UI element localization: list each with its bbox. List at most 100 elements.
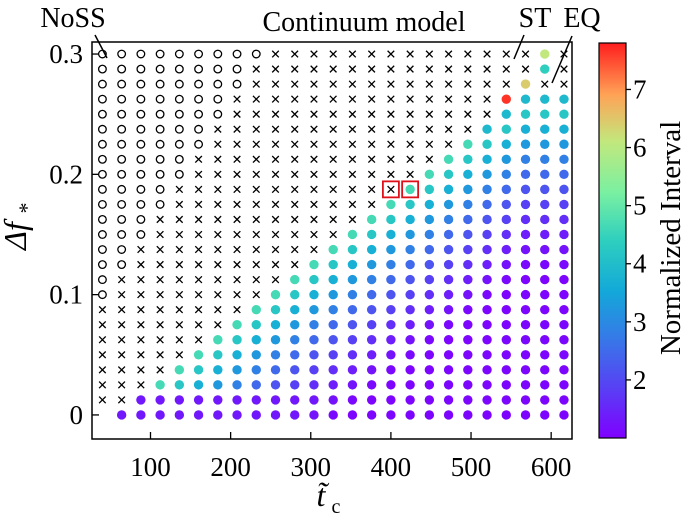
data-point-15-21	[387, 95, 395, 103]
data-point-23-24	[540, 49, 550, 59]
data-point-16-4	[405, 350, 415, 360]
data-point-2-8-stroke-b	[137, 290, 145, 299]
data-point-24-5	[559, 335, 569, 345]
data-point-8-19	[252, 125, 261, 133]
data-point-24-9	[559, 274, 569, 285]
data-point-19-15	[463, 184, 473, 195]
data-point-9-23-stroke-b	[271, 65, 280, 73]
data-point-3-4-stroke-b	[156, 351, 164, 359]
data-point-2-3-stroke-b	[137, 366, 145, 374]
data-point-14-12	[366, 229, 377, 240]
data-point-20-4	[482, 350, 492, 360]
data-point-6-3	[213, 365, 223, 375]
data-point-18-10	[443, 259, 454, 270]
data-point-2-23	[136, 64, 146, 74]
data-point-16-24	[406, 50, 414, 58]
data-point-0-1	[98, 396, 107, 404]
data-point-9-24-stroke-b	[271, 50, 280, 58]
data-point-8-12-stroke-b	[252, 230, 261, 239]
data-point-24-21	[559, 94, 569, 104]
data-point-15-6	[386, 320, 396, 330]
data-point-4-19	[174, 124, 184, 134]
data-point-23-23	[540, 64, 550, 74]
data-point-13-20	[348, 110, 357, 118]
data-point-1-1	[117, 396, 126, 404]
data-point-12-12	[329, 230, 337, 239]
data-point-17-13	[424, 214, 435, 225]
annotation-eq-pointer	[551, 35, 573, 84]
data-point-16-17-stroke-b	[406, 155, 414, 164]
data-point-1-15	[117, 184, 127, 194]
data-point-10-0	[290, 410, 300, 420]
data-point-17-21-stroke-b	[425, 95, 434, 103]
data-point-4-3	[174, 365, 185, 375]
data-point-13-0	[347, 410, 358, 420]
data-point-10-12-stroke-b	[290, 230, 299, 239]
data-point-24-23-stroke-b	[560, 65, 568, 73]
annotation-noss: NoSS	[40, 3, 105, 34]
data-point-12-12-stroke-b	[329, 230, 337, 239]
data-point-8-9-stroke-b	[252, 275, 261, 284]
data-point-4-24	[174, 49, 184, 59]
data-point-2-22	[136, 79, 146, 89]
data-point-17-12	[424, 229, 435, 240]
data-point-15-15-stroke-b	[387, 185, 395, 194]
data-point-3-7-stroke-b	[156, 305, 164, 314]
data-point-20-3	[482, 365, 492, 375]
data-point-15-12	[386, 229, 396, 240]
data-point-7-7	[233, 305, 241, 314]
data-point-23-16	[540, 169, 550, 180]
data-point-11-5	[309, 335, 319, 345]
data-point-18-21	[444, 95, 453, 103]
data-point-1-21	[117, 94, 127, 104]
data-point-15-4	[386, 350, 396, 360]
data-point-19-23-stroke-b	[464, 65, 472, 73]
data-point-22-1	[520, 395, 531, 405]
data-point-8-17	[252, 155, 261, 164]
data-point-24-2	[559, 380, 569, 390]
data-point-4-20	[174, 109, 184, 119]
data-point-16-6	[405, 320, 415, 330]
data-point-2-9-stroke-b	[137, 275, 145, 284]
data-point-3-9-stroke-b	[156, 275, 164, 284]
data-point-23-1	[540, 395, 550, 405]
data-point-19-20	[464, 110, 472, 118]
data-point-18-22-stroke-b	[444, 80, 453, 88]
data-point-10-18-stroke-b	[290, 140, 299, 149]
data-point-4-15-stroke-b	[175, 185, 184, 194]
data-point-21-17	[501, 154, 511, 164]
data-point-4-21	[174, 94, 184, 104]
data-point-18-9	[443, 274, 454, 285]
data-point-7-12	[233, 230, 241, 239]
x-tick-label-600: 600	[531, 452, 572, 482]
data-point-21-14	[501, 199, 511, 210]
data-point-16-3	[405, 365, 415, 375]
data-point-13-5	[347, 335, 358, 345]
data-point-15-14	[386, 199, 396, 210]
data-point-17-20	[425, 110, 434, 118]
data-point-4-5-stroke-b	[175, 335, 184, 344]
data-point-11-13	[310, 215, 318, 224]
data-point-11-14	[310, 200, 318, 209]
data-point-22-24-stroke-b	[521, 50, 530, 58]
data-point-18-21-stroke-b	[444, 95, 453, 103]
colorbar-tick-label-5: 5	[633, 191, 647, 221]
data-point-8-14	[252, 200, 261, 209]
data-point-21-4	[501, 350, 511, 360]
data-point-17-23	[425, 65, 434, 73]
data-point-5-6	[194, 320, 203, 329]
data-point-2-15	[136, 184, 146, 194]
data-point-6-8	[214, 290, 222, 299]
data-point-2-5-stroke-b	[137, 335, 145, 344]
data-point-9-16	[271, 170, 280, 179]
data-point-13-4	[347, 350, 358, 360]
data-point-15-17-stroke-b	[387, 155, 395, 164]
data-point-11-17	[310, 155, 318, 164]
data-point-19-13	[463, 214, 473, 225]
data-point-5-1	[193, 395, 204, 405]
data-point-19-17	[463, 154, 473, 164]
data-point-19-24-stroke-b	[464, 50, 472, 58]
data-point-3-13-stroke-b	[156, 215, 164, 224]
data-point-1-18	[117, 139, 127, 149]
